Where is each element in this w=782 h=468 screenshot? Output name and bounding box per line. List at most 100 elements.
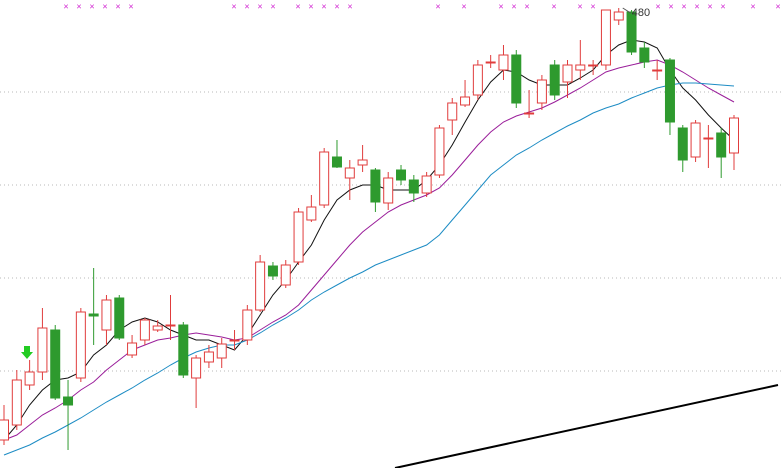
candle-body [267,265,278,277]
candle-body [165,324,176,327]
signal-mark: × [334,1,339,11]
candle-body [447,102,458,121]
ma-line [3,82,735,456]
signal-mark: × [435,1,440,11]
candle-body [408,179,419,194]
candle-body [203,351,214,363]
candle-body [101,299,112,331]
candle-body [293,211,304,263]
signal-mark: × [270,1,275,11]
signal-mark: × [511,1,516,11]
signal-mark: × [498,1,503,11]
candle-body [331,156,342,168]
signal-mark: × [89,1,94,11]
ma-line [3,59,735,441]
candle-body [75,311,86,379]
candle-body [600,9,611,66]
candle-body [421,175,432,194]
signal-mark: × [321,1,326,11]
candle-body [344,167,355,179]
signal-mark: × [668,1,673,11]
signal-mark: × [681,1,686,11]
high-label: 480 [632,7,650,19]
signal-mark: × [295,1,300,11]
signal-mark: × [115,1,120,11]
candle-body [677,127,688,161]
candle-body [306,206,317,221]
trend-line [394,384,779,468]
candle-body [690,122,701,158]
candle-body [216,343,227,359]
signal-mark: × [76,1,81,11]
candle-body [588,64,599,67]
candle-body [549,64,560,96]
signal-mark: × [524,1,529,11]
candle-body [280,264,291,286]
signal-mark: × [655,1,660,11]
signal-mark: × [257,1,262,11]
candle-body [383,177,394,204]
candle-body [319,151,330,206]
signal-mark: × [590,1,595,11]
candle-body [613,11,624,21]
candle-body [652,69,663,72]
candle-body [255,261,266,311]
candle-body [11,379,22,426]
signal-mark: × [231,1,236,11]
signal-mark: × [128,1,133,11]
signal-mark: × [461,1,466,11]
candle-body [460,96,471,106]
high-pointer [622,7,632,14]
candle-body [50,329,61,399]
candle-body [139,319,150,341]
candle-body [524,112,535,115]
signal-mark: × [102,1,107,11]
candle-body [536,79,547,104]
candle-body [63,396,74,406]
ma-line [3,39,735,441]
plot: 480 [0,7,739,456]
signal-mark: × [720,1,725,11]
signal-row: × × × × × × × × × × × × × × × × × × × × × × × × × × × × × × × [63,1,780,11]
candle-body [575,64,586,71]
candle-body [703,137,714,140]
candle-body [626,11,637,53]
signal-mark: × [750,1,755,11]
candle-body [0,419,9,441]
signal-mark: × [775,1,780,11]
signal-mark: × [244,1,249,11]
candle-body [127,342,138,356]
candle-body [562,64,573,83]
candle-body [729,117,739,154]
signal-mark: × [63,1,68,11]
candle-body [472,64,483,96]
signal-mark: × [577,1,582,11]
candle-body [242,309,253,341]
candle-body [152,325,163,331]
candle-body [396,169,407,181]
signal-mark: × [551,1,556,11]
signal-mark: × [347,1,352,11]
candle-body [357,159,368,166]
candle-body [434,127,445,176]
signal-mark: × [694,1,699,11]
candle-body [511,54,522,104]
candle-body [88,313,99,317]
candle-body [485,61,496,64]
signal-mark: × [308,1,313,11]
signal-mark: × [707,1,712,11]
candle-body [37,327,48,373]
candle-body [24,371,35,386]
candle-body [178,324,189,376]
candle-body [716,132,727,158]
candle-body [498,54,509,71]
candle-body [664,59,675,123]
candle-body [639,47,650,63]
candle-body [229,339,240,342]
signal-arrow [21,346,33,359]
candle-body [191,357,202,379]
candle-body [114,297,125,339]
candle-body [370,169,381,203]
